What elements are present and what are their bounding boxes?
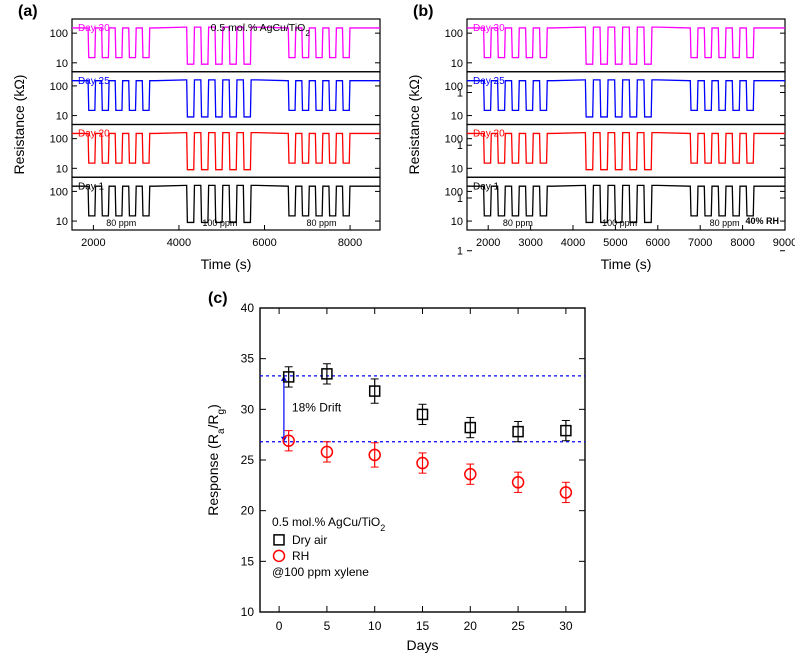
svg-text:Day 20: Day 20 <box>473 129 505 140</box>
svg-text:30: 30 <box>559 619 573 633</box>
svg-text:10: 10 <box>451 216 463 228</box>
svg-text:10: 10 <box>451 58 463 70</box>
svg-text:10: 10 <box>451 111 463 123</box>
svg-text:25: 25 <box>241 453 255 467</box>
panel-c-svg: 0 5 10 15 20 25 30 10 15 20 25 30 35 40 Days Response (… <box>200 290 600 660</box>
svg-text:0: 0 <box>276 619 283 633</box>
svg-text:100 ppm: 100 ppm <box>202 218 237 228</box>
svg-text:40% RH: 40% RH <box>745 216 779 226</box>
svg-text:15: 15 <box>241 554 255 568</box>
svg-text:100: 100 <box>50 134 68 146</box>
svg-text:80 ppm: 80 ppm <box>306 218 336 228</box>
svg-text:9000: 9000 <box>773 237 795 249</box>
svg-text:2000: 2000 <box>476 237 500 249</box>
svg-text:35: 35 <box>241 352 255 366</box>
svg-text:2000: 2000 <box>81 237 105 249</box>
svg-text:30: 30 <box>241 402 255 416</box>
svg-text:10: 10 <box>56 58 68 70</box>
svg-text:0.5 mol.% AgCu/TiO2: 0.5 mol.% AgCu/TiO2 <box>272 515 385 533</box>
svg-text:80 ppm: 80 ppm <box>503 218 533 228</box>
svg-text:Day 1: Day 1 <box>473 181 500 192</box>
svg-text:Day 30: Day 30 <box>78 23 110 34</box>
panel-a-svg: Resistance (kΩ)Time (s)10100Day 300.5 mo… <box>10 5 390 275</box>
svg-text:Time (s): Time (s) <box>201 256 252 272</box>
svg-text:7000: 7000 <box>688 237 712 249</box>
svg-text:6000: 6000 <box>646 237 670 249</box>
svg-text:80 ppm: 80 ppm <box>106 218 136 228</box>
svg-text:100 ppm: 100 ppm <box>602 218 637 228</box>
svg-text:25: 25 <box>511 619 525 633</box>
svg-text:4000: 4000 <box>561 237 585 249</box>
svg-text:Day 25: Day 25 <box>473 76 505 87</box>
svg-text:Resistance (kΩ): Resistance (kΩ) <box>406 75 422 175</box>
svg-text:8000: 8000 <box>730 237 754 249</box>
svg-text:10: 10 <box>368 619 382 633</box>
panel-b: (b) Resistance (kΩ)Time (s)110100Day 301… <box>405 5 795 275</box>
svg-text:100: 100 <box>445 81 463 93</box>
svg-text:1: 1 <box>457 246 463 258</box>
panel-b-svg: Resistance (kΩ)Time (s)110100Day 3011010… <box>405 5 795 275</box>
svg-text:10: 10 <box>56 216 68 228</box>
svg-text:10: 10 <box>241 605 255 619</box>
svg-text:Response (Ra/Rg): Response (Ra/Rg) <box>205 404 227 516</box>
panel-c-label: (c) <box>208 290 228 308</box>
svg-text:100: 100 <box>50 28 68 40</box>
svg-text:RH: RH <box>292 549 309 563</box>
svg-text:100: 100 <box>50 81 68 93</box>
svg-text:Time (s): Time (s) <box>601 256 652 272</box>
svg-text:18% Drift: 18% Drift <box>292 400 342 414</box>
panel-b-label: (b) <box>413 3 433 21</box>
svg-text:100: 100 <box>445 28 463 40</box>
svg-text:5: 5 <box>324 619 331 633</box>
svg-text:100: 100 <box>445 186 463 198</box>
svg-text:15: 15 <box>416 619 430 633</box>
svg-text:20: 20 <box>464 619 478 633</box>
svg-text:10: 10 <box>451 163 463 175</box>
svg-text:Day 20: Day 20 <box>78 129 110 140</box>
svg-text:5000: 5000 <box>603 237 627 249</box>
svg-text:3000: 3000 <box>518 237 542 249</box>
svg-text:Days: Days <box>407 637 439 653</box>
svg-text:Day 25: Day 25 <box>78 76 110 87</box>
svg-text:10: 10 <box>56 111 68 123</box>
svg-text:Day 30: Day 30 <box>473 23 505 34</box>
svg-text:@100 ppm xylene: @100 ppm xylene <box>272 565 369 579</box>
panel-a-label: (a) <box>18 3 38 21</box>
svg-text:10: 10 <box>56 163 68 175</box>
svg-text:Resistance (kΩ): Resistance (kΩ) <box>11 75 27 175</box>
panel-c: (c) 0 5 10 15 20 25 30 10 15 20 25 30 35 40 Days Respon… <box>200 290 600 660</box>
svg-text:100: 100 <box>50 186 68 198</box>
svg-text:80 ppm: 80 ppm <box>710 218 740 228</box>
svg-text:Day 1: Day 1 <box>78 181 105 192</box>
svg-text:20: 20 <box>241 504 255 518</box>
svg-text:Dry air: Dry air <box>292 533 327 547</box>
svg-text:8000: 8000 <box>338 237 362 249</box>
svg-text:6000: 6000 <box>252 237 276 249</box>
panel-a: (a) Resistance (kΩ)Time (s)10100Day 300.… <box>10 5 390 275</box>
svg-text:4000: 4000 <box>167 237 191 249</box>
svg-text:100: 100 <box>445 134 463 146</box>
svg-text:40: 40 <box>241 301 255 315</box>
